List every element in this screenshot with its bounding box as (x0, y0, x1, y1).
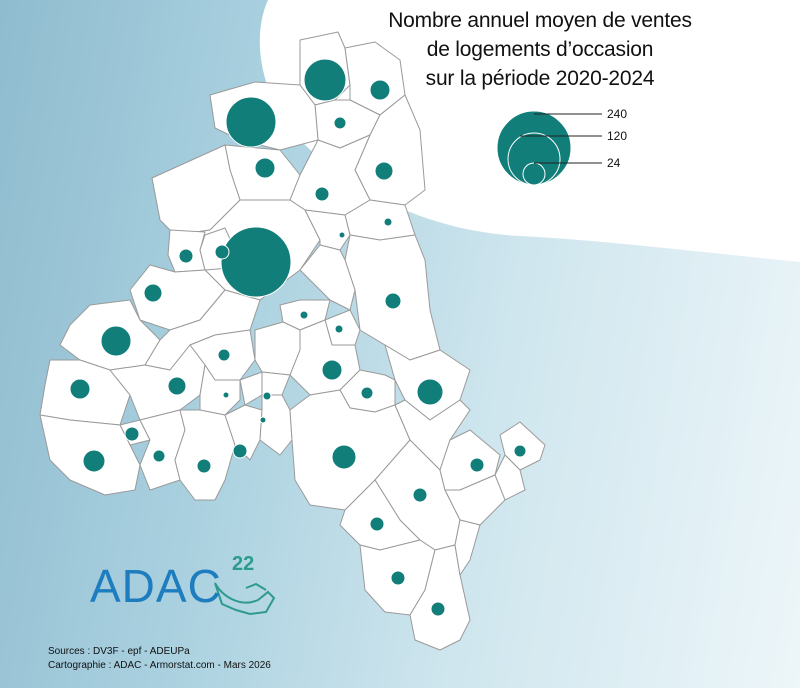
sales-symbol[interactable] (69, 378, 91, 400)
sales-symbol[interactable] (167, 376, 187, 396)
sales-symbol[interactable] (214, 244, 230, 260)
sales-symbol[interactable] (360, 386, 374, 400)
title-line-1: Nombre annuel moyen de ventes (388, 9, 692, 32)
sales-symbol[interactable] (469, 457, 485, 473)
sales-symbol[interactable] (178, 248, 194, 264)
sales-symbol[interactable] (321, 359, 343, 381)
sales-symbol[interactable] (383, 217, 393, 227)
legend-label-240: 240 (607, 107, 628, 121)
sales-symbol[interactable] (220, 226, 292, 298)
sales-symbol[interactable] (331, 444, 357, 470)
sales-symbol[interactable] (374, 161, 394, 181)
sources-line: Sources : DV3F - epf - ADEUPa (48, 646, 190, 657)
sales-symbol[interactable] (333, 116, 347, 130)
sales-symbol[interactable] (262, 391, 272, 401)
legend-leaders (520, 113, 602, 164)
commune[interactable] (454, 519, 481, 576)
sales-symbol[interactable] (217, 348, 231, 362)
logo-text: ADAC (90, 560, 222, 612)
title-line-3: sur la période 2020-2024 (425, 67, 655, 90)
sources-block: Sources : DV3F - epf - ADEUPa Cartograph… (48, 645, 271, 673)
sales-symbol[interactable] (299, 310, 309, 320)
sales-symbol[interactable] (303, 58, 347, 102)
sales-symbol[interactable] (152, 449, 166, 463)
sales-symbol[interactable] (369, 79, 391, 101)
legend-circle-24 (522, 162, 546, 186)
sales-symbol[interactable] (232, 443, 248, 459)
sales-symbol[interactable] (259, 416, 267, 424)
commune[interactable] (289, 134, 371, 216)
legend-label-24: 24 (607, 156, 621, 170)
cotes-d-armor-outline-icon (214, 582, 276, 616)
logo-number: 22 (232, 553, 255, 575)
sales-symbol[interactable] (384, 292, 402, 310)
sales-symbol[interactable] (314, 186, 330, 202)
commune[interactable] (261, 371, 291, 396)
commune[interactable] (199, 364, 241, 416)
sales-symbol[interactable] (222, 391, 230, 399)
adac-logo: ADAC 22 (90, 553, 290, 625)
sales-symbol[interactable] (338, 231, 346, 239)
communes-layer (39, 31, 546, 651)
sales-symbol[interactable] (412, 487, 428, 503)
sales-symbol[interactable] (100, 325, 132, 357)
title-line-2: de logements d’occasion (426, 38, 654, 61)
sales-symbol[interactable] (143, 283, 163, 303)
sales-symbol[interactable] (254, 157, 276, 179)
sales-symbol[interactable] (369, 516, 385, 532)
sales-symbol[interactable] (124, 426, 140, 442)
map-title: Nombre annuel moyen de ventes de logemen… (345, 6, 735, 93)
proportional-symbols (69, 58, 527, 617)
sales-symbol[interactable] (82, 449, 106, 473)
sales-symbol[interactable] (196, 458, 212, 474)
sales-symbol[interactable] (513, 444, 527, 458)
legend-symbols (496, 110, 572, 186)
sales-symbol[interactable] (334, 324, 344, 334)
sales-symbol[interactable] (430, 601, 446, 617)
commune[interactable] (259, 394, 293, 456)
legend-label-120: 120 (607, 129, 628, 143)
commune[interactable] (299, 244, 356, 311)
commune[interactable] (239, 371, 263, 406)
sales-symbol[interactable] (390, 570, 406, 586)
cartography-line: Cartographie : ADAC - Armorstat.com - Ma… (48, 660, 271, 671)
sales-symbol[interactable] (416, 378, 444, 406)
sales-symbol[interactable] (225, 96, 277, 148)
commune[interactable] (174, 409, 236, 501)
commune[interactable] (409, 544, 471, 651)
